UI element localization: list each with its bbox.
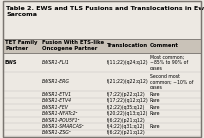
Text: Rare: Rare xyxy=(150,124,160,129)
FancyBboxPatch shape xyxy=(3,130,201,136)
FancyBboxPatch shape xyxy=(3,1,201,39)
Text: t(6;22)(p21;q12): t(6;22)(p21;q12) xyxy=(107,117,146,123)
Text: t(4;22)(q31;q12): t(4;22)(q31;q12) xyxy=(107,124,145,129)
Text: t(6;22)(p21;q12): t(6;22)(p21;q12) xyxy=(107,130,146,135)
Text: t(21;22)(q22;q12): t(21;22)(q22;q12) xyxy=(107,79,149,84)
FancyBboxPatch shape xyxy=(3,1,201,137)
Text: t(20;22)(q13;q12): t(20;22)(q13;q12) xyxy=(107,111,148,116)
Text: TET Family
Partner: TET Family Partner xyxy=(5,40,38,51)
FancyBboxPatch shape xyxy=(3,117,201,123)
FancyBboxPatch shape xyxy=(3,91,201,98)
Text: Rare: Rare xyxy=(150,92,160,97)
Text: EWSR1-FEV: EWSR1-FEV xyxy=(42,105,69,110)
Text: Rare: Rare xyxy=(150,111,160,116)
Text: t(2;22)(q35;q12): t(2;22)(q35;q12) xyxy=(107,105,145,110)
Text: Translocation: Translocation xyxy=(107,43,148,48)
Text: t(11;22)(q24;q12): t(11;22)(q24;q12) xyxy=(107,60,149,65)
Text: Most common;
~85% to 90% of
cases: Most common; ~85% to 90% of cases xyxy=(150,55,188,71)
Text: Fusion With ETS-like
Oncogene Partner: Fusion With ETS-like Oncogene Partner xyxy=(42,40,104,51)
Text: EWSR1-NFATc2ᵃ: EWSR1-NFATc2ᵃ xyxy=(42,111,78,116)
Text: Second most
common; ~10% of
cases: Second most common; ~10% of cases xyxy=(150,74,193,90)
Text: EWS: EWS xyxy=(5,60,17,65)
Text: EWSR1-ETV4: EWSR1-ETV4 xyxy=(42,98,72,103)
FancyBboxPatch shape xyxy=(3,104,201,110)
Text: EWSR1-ZSGᵃ: EWSR1-ZSGᵃ xyxy=(42,130,71,135)
Text: Rare: Rare xyxy=(150,98,160,103)
Text: t(7;22)(p22;q12): t(7;22)(p22;q12) xyxy=(107,92,146,97)
FancyBboxPatch shape xyxy=(3,53,201,72)
Text: EWSR1-SMARCASᵃ: EWSR1-SMARCASᵃ xyxy=(42,124,84,129)
Text: t(17;22)(q12;q12): t(17;22)(q12;q12) xyxy=(107,98,149,103)
Text: Rare: Rare xyxy=(150,105,160,110)
Text: Table 2. EWS and TLS Fusions and Translocations in Ewing
Sarcoma: Table 2. EWS and TLS Fusions and Translo… xyxy=(6,6,204,17)
Text: EWSR1-POU5F1ᵃ: EWSR1-POU5F1ᵃ xyxy=(42,117,80,123)
Text: EWSR1-ETV1: EWSR1-ETV1 xyxy=(42,92,72,97)
Text: EWSR1-FLI1: EWSR1-FLI1 xyxy=(42,60,70,65)
Text: Comment: Comment xyxy=(150,43,179,48)
FancyBboxPatch shape xyxy=(3,39,201,53)
Text: EWSR1-ERG: EWSR1-ERG xyxy=(42,79,70,84)
